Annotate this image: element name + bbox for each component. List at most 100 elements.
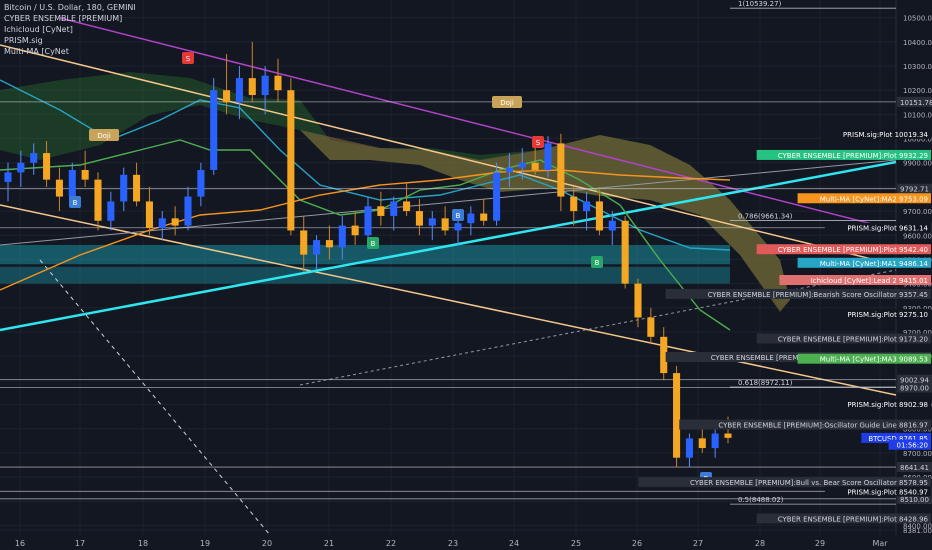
candle-body <box>300 230 308 255</box>
indicator-value-tag-text: PRISM.sig:Plot 8902.98 <box>847 401 928 409</box>
candle-body <box>17 162 25 173</box>
price-tag <box>897 183 932 194</box>
indicator-value-tag-text: CYBER ENSEMBLE [PREMIUM]:Oscillator Guid… <box>718 422 928 430</box>
price-tag <box>897 374 932 385</box>
candle-body <box>403 201 411 212</box>
indicator-value-tag-text: Multi-MA [CyNet]:MA2 9753.09 <box>820 195 928 203</box>
indicator-value-tag <box>665 288 931 299</box>
y-tick-label: 8800.00 <box>903 426 932 434</box>
y-tick-label: 10400.00 <box>903 39 932 47</box>
descending-trendline-purple <box>59 17 897 231</box>
signal-badge-label: Doji <box>500 99 514 107</box>
x-tick-label: 25 <box>571 539 581 548</box>
fib-label: 0.786(9661.34) <box>738 212 793 220</box>
indicator-value-tag <box>797 257 931 268</box>
candle-body <box>68 169 76 197</box>
price-tag-value: 10151.78 <box>900 99 932 107</box>
y-tick-label: 8700.00 <box>903 450 932 458</box>
indicator-value-tag-text: Ichicloud [CyNet]:Lead 2 9415.01 <box>811 277 928 285</box>
price-tag <box>897 462 932 473</box>
fib-levels: 1(10539.27) 0.786(9661.34) 0.618(8972.11) 0… <box>730 0 896 505</box>
candle-body <box>133 174 141 202</box>
candle-body <box>248 78 256 96</box>
indicator-value-tag <box>824 486 931 497</box>
chart-title[interactable]: Bitcoin / U.S. Dollar, 180, GEMINI <box>4 3 136 12</box>
candle-body <box>338 225 346 248</box>
ma1-line <box>0 79 731 251</box>
candle-body <box>4 172 12 183</box>
indicator-value-tag-text: BTCUSD 8761.85 <box>868 435 928 443</box>
fib-label: 0.618(8972.11) <box>738 379 793 387</box>
fib-label: 1(10539.27) <box>738 0 782 8</box>
candle-body <box>145 201 153 229</box>
price-tag-value: 8641.41 <box>900 464 929 472</box>
candle-body <box>223 90 231 103</box>
indicator-value-tag-text: CYBER ENSEMBLE [PREMIUM]:Plot 9173.20 <box>778 335 928 343</box>
candle-body <box>274 75 282 91</box>
candle-body <box>685 438 693 458</box>
candle-body <box>171 218 179 226</box>
candle-body <box>30 153 38 163</box>
support-zone-upper <box>0 244 730 265</box>
indicator-value-tag-text: PRISM.sig:Plot 9275.10 <box>847 311 928 319</box>
indicator-value-tag-text: CYBER ENSEMBLE [PREMIUM]:Plot 8428.96 <box>778 515 929 523</box>
descending-trendline-orange-upper <box>0 44 897 266</box>
candle-body <box>595 201 603 231</box>
x-tick-label: Mar <box>872 539 888 548</box>
signal-badge <box>367 237 379 249</box>
signal-badge-label: B <box>456 212 461 220</box>
candle-body <box>673 373 681 458</box>
indicator-value-tag <box>638 477 931 488</box>
candle-body <box>81 169 89 180</box>
candlestick-series <box>4 41 732 468</box>
indicator-value-tag-text: CYBER ENSEMBLE [PREMIUM]:Bull vs. Bear S… <box>690 479 928 487</box>
dashed-diagonal <box>39 259 271 536</box>
candle-body <box>364 206 372 236</box>
candle-body <box>197 169 205 197</box>
x-tick-label: 18 <box>138 539 148 548</box>
indicator-value-tag-text: CYBER ENSEMBLE [PREMIUM]:Bearish Score O… <box>708 291 928 299</box>
price-tag <box>897 96 932 107</box>
legend-item-cyber-ensemble[interactable]: CYBER ENSEMBLE [PREMIUM] <box>4 14 123 23</box>
signal-badge <box>492 96 522 108</box>
signal-badge <box>182 52 194 64</box>
indicator-value-tag-text: PRISM.sig:Plot 8540.97 <box>847 488 928 496</box>
fib-label: 0.5(8488.02) <box>738 496 784 504</box>
indicator-value-tag <box>756 244 931 255</box>
candle-body <box>724 433 732 438</box>
signal-badge-label: B <box>371 240 376 248</box>
x-tick-label: 26 <box>632 539 642 548</box>
indicator-value-tag <box>824 308 931 319</box>
candle-body <box>325 240 333 248</box>
indicator-value-tag <box>820 128 931 139</box>
indicator-value-tag <box>756 149 931 160</box>
price-tag <box>897 493 932 504</box>
signal-badge-label: B <box>73 199 78 207</box>
y-tick-label: 8400.00 <box>903 522 932 530</box>
candle-body <box>583 201 591 212</box>
y-tick-label: 9300.00 <box>903 305 932 313</box>
x-tick-label: 21 <box>324 539 334 548</box>
ma2-line <box>0 169 731 291</box>
price-tag-value: 8510.00 <box>900 496 929 504</box>
legend-item-multi-ma[interactable]: Multi-MA [CyNet <box>4 47 69 56</box>
y-tick-label: 10000.00 <box>903 136 932 144</box>
x-tick-label: 28 <box>755 539 765 548</box>
candle-body <box>454 223 462 231</box>
ichimoku-cloud-bear <box>300 130 790 312</box>
x-tick-label: 17 <box>75 539 85 548</box>
signal-badge <box>452 209 464 221</box>
price-tag-value: 9002.94 <box>900 377 929 385</box>
candle-body <box>570 196 578 212</box>
y-tick-label: 10500.00 <box>903 15 932 23</box>
candle-body <box>608 220 616 231</box>
signal-badge <box>532 136 544 148</box>
legend-item-ichicloud[interactable]: Ichicloud [CyNet] <box>4 25 73 34</box>
y-tick-label: 9900.00 <box>903 160 932 168</box>
candle-body <box>557 143 565 197</box>
y-tick-label: 9200.00 <box>903 329 932 337</box>
candle-body <box>55 179 63 197</box>
candle-body <box>660 336 668 374</box>
legend-item-prism[interactable]: PRISM.sig <box>4 36 43 45</box>
